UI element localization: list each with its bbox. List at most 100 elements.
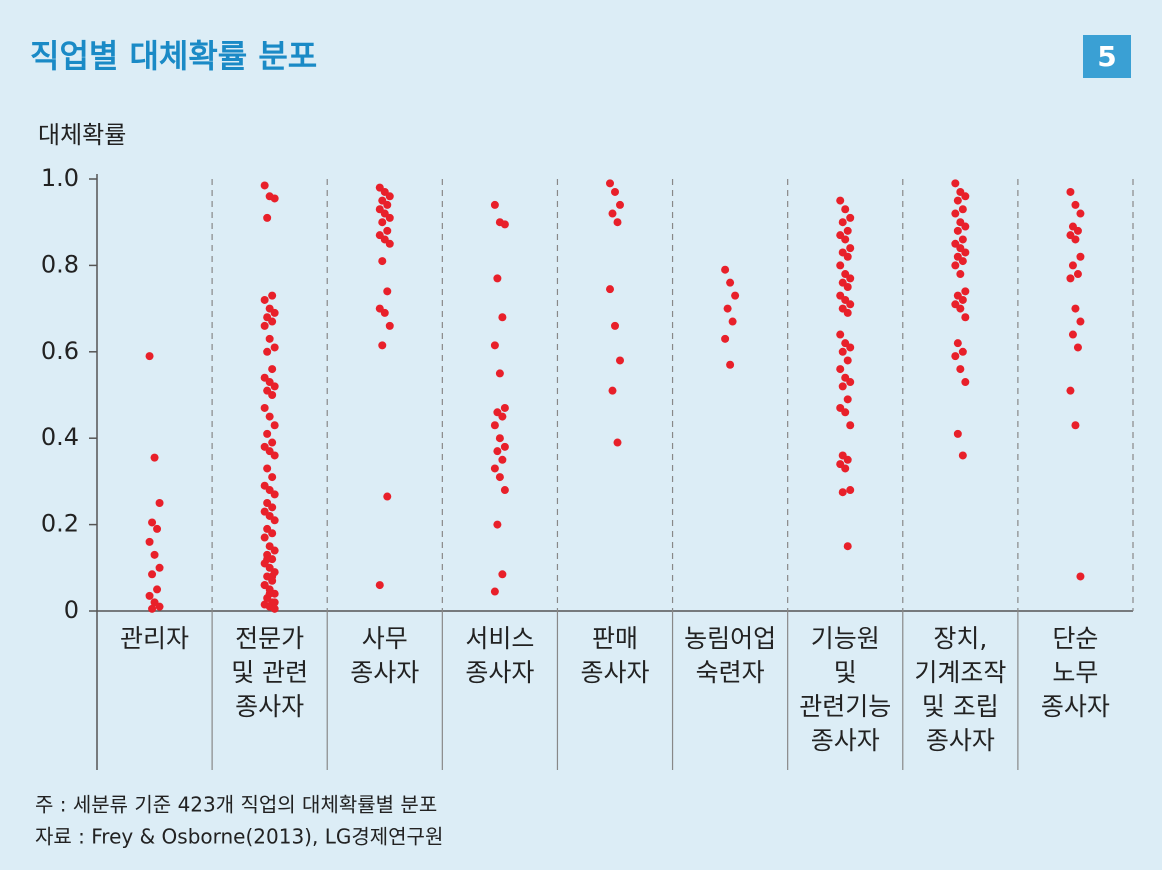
- dot: [1073, 270, 1082, 279]
- dot: [270, 382, 279, 391]
- x-tick-label: 관리자: [120, 624, 189, 653]
- dot: [843, 356, 852, 365]
- x-tick-label: 및 조립: [922, 692, 999, 721]
- dot: [500, 442, 509, 451]
- dot: [263, 429, 272, 438]
- dot: [495, 369, 504, 378]
- x-tick-label: 서비스: [465, 624, 534, 653]
- dot: [260, 403, 269, 412]
- x-tick-label: 종사자: [1041, 692, 1110, 721]
- dot: [270, 421, 279, 430]
- dot: [490, 464, 499, 473]
- chart-title: 직업별 대체확률 분포: [30, 37, 317, 75]
- x-tick-label: 판매: [592, 624, 638, 653]
- dot: [958, 257, 967, 266]
- x-tick-label: 전문가: [235, 624, 304, 653]
- dot: [951, 209, 960, 218]
- dot: [951, 261, 960, 270]
- dot: [961, 287, 970, 296]
- dot: [608, 209, 617, 218]
- dot: [263, 347, 272, 356]
- dot: [385, 239, 394, 248]
- dot: [268, 473, 277, 482]
- dot: [958, 451, 967, 460]
- x-tick-label: 기능원: [811, 624, 880, 653]
- x-tick-label: 장치,: [933, 624, 987, 653]
- dot: [1076, 317, 1085, 326]
- dot: [498, 455, 507, 464]
- dot: [498, 313, 507, 322]
- dot: [270, 604, 279, 613]
- dot: [726, 278, 735, 287]
- dot: [490, 200, 499, 209]
- dot: [265, 334, 274, 343]
- dot: [1071, 200, 1080, 209]
- dot: [268, 365, 277, 374]
- dot: [838, 382, 847, 391]
- dot: [383, 287, 392, 296]
- dot: [268, 503, 277, 512]
- dot: [961, 248, 970, 257]
- dot: [611, 187, 619, 196]
- x-tick-label: 종사자: [811, 726, 880, 755]
- dot: [958, 235, 967, 244]
- dot: [270, 598, 279, 607]
- dot: [383, 200, 392, 209]
- dot: [841, 205, 850, 214]
- dot: [611, 321, 619, 330]
- dot: [843, 542, 852, 551]
- x-tick-label: 및 관련: [231, 658, 308, 687]
- dot: [843, 455, 852, 464]
- x-tick-label: 단순: [1052, 624, 1098, 653]
- dot: [490, 341, 499, 350]
- note: 주 : 세분류 기준 423개 직업의 대체확률별 분포: [35, 793, 437, 817]
- dot: [268, 438, 277, 447]
- dot: [155, 563, 164, 572]
- dot: [385, 321, 394, 330]
- dot: [721, 265, 730, 274]
- dot: [1066, 187, 1075, 196]
- dot: [836, 330, 845, 339]
- dot: [843, 283, 852, 291]
- dot: [846, 343, 855, 352]
- dot: [493, 447, 502, 456]
- badge: 5: [1097, 40, 1116, 73]
- dot: [1071, 421, 1080, 430]
- y-tick-label: 1.0: [41, 164, 79, 192]
- dot: [841, 464, 850, 473]
- y-tick-label: 0.8: [41, 250, 79, 278]
- dot: [500, 220, 509, 229]
- dot: [148, 570, 157, 579]
- dot: [846, 244, 855, 253]
- dot: [1071, 235, 1080, 244]
- dot: [838, 347, 847, 356]
- dot: [263, 213, 272, 222]
- dot: [613, 438, 622, 447]
- dot: [495, 434, 504, 443]
- dot: [153, 524, 162, 533]
- x-tick-label: 종사자: [350, 658, 419, 687]
- dot: [1066, 386, 1075, 395]
- dot: [961, 378, 970, 387]
- dot: [270, 516, 279, 525]
- dot: [155, 499, 164, 507]
- dot: [1071, 304, 1080, 313]
- dot: [268, 572, 277, 581]
- dot: [270, 546, 279, 555]
- dot: [838, 488, 847, 497]
- dot: [961, 192, 970, 201]
- dot: [383, 226, 392, 235]
- dot: [493, 520, 502, 529]
- dot: [846, 300, 855, 309]
- x-tick-label: 노무: [1052, 658, 1098, 687]
- dot: [846, 213, 855, 222]
- dot: [270, 490, 279, 499]
- dot: [961, 313, 970, 322]
- dot: [616, 200, 624, 209]
- dot: [1076, 252, 1085, 261]
- dot: [953, 196, 962, 205]
- dot: [958, 347, 967, 356]
- dot: [495, 473, 504, 482]
- dot: [270, 308, 279, 317]
